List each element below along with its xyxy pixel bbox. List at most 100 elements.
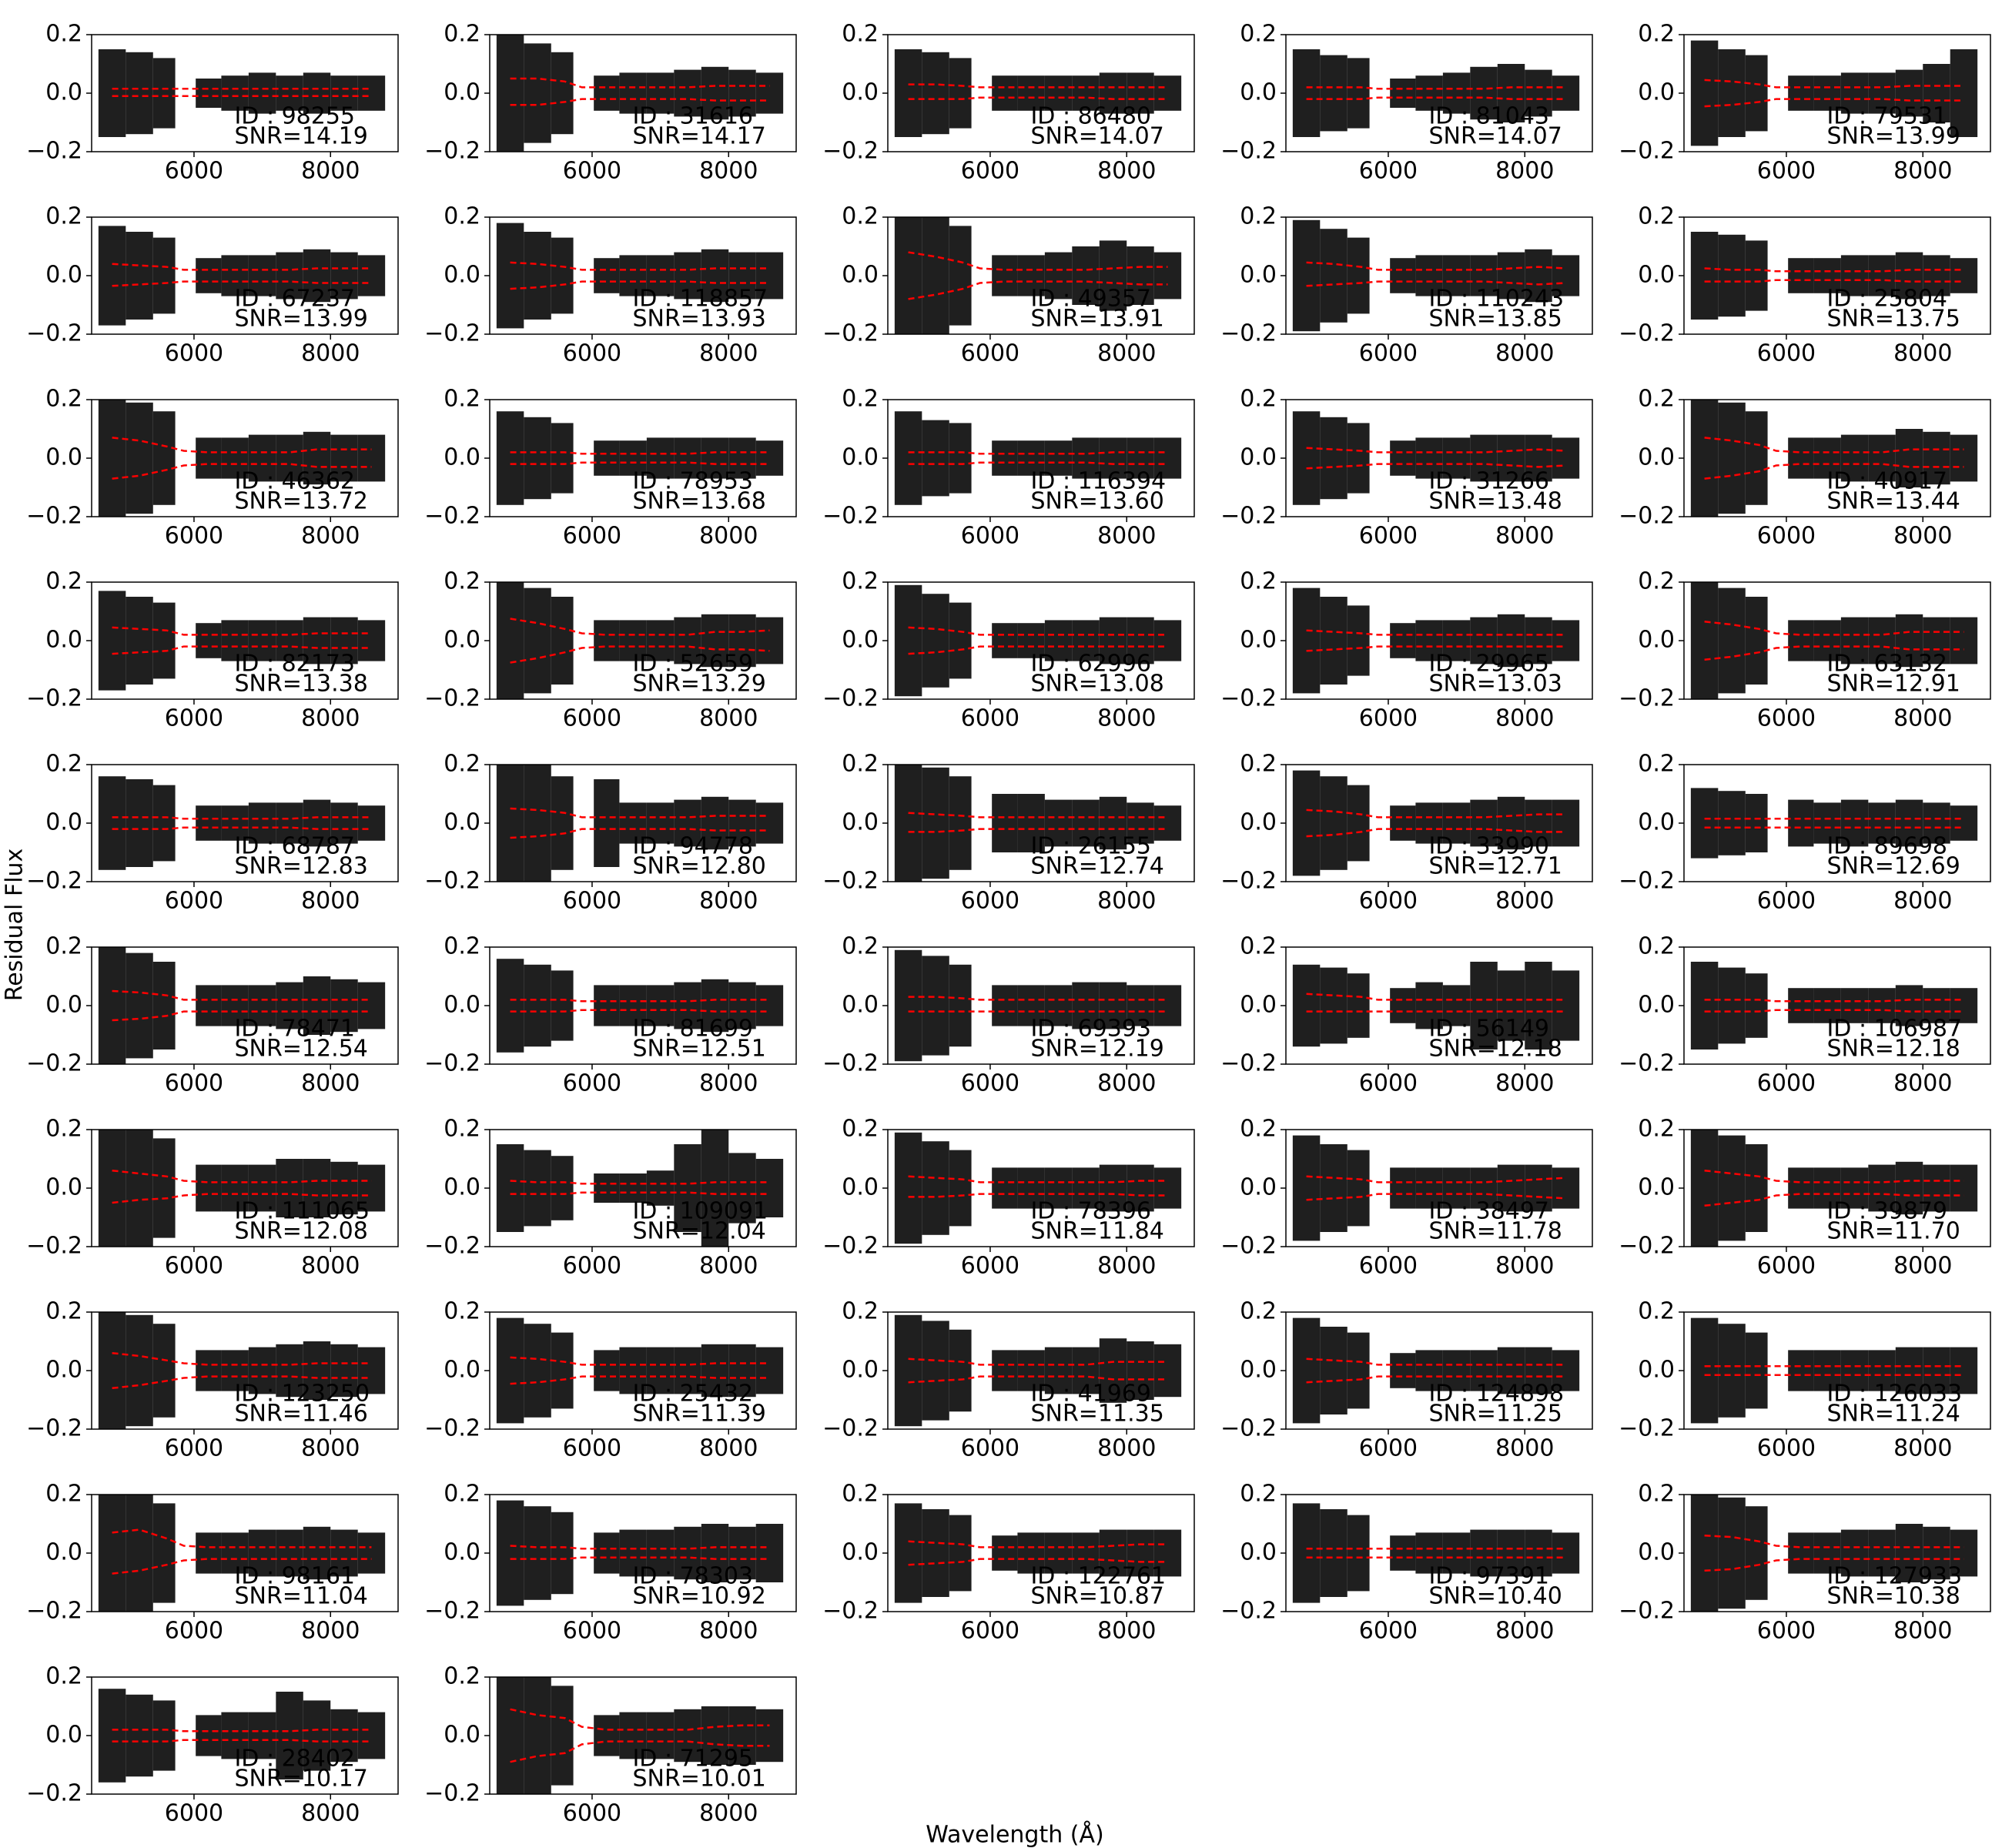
- x-tick-label: 6000: [1359, 523, 1418, 550]
- annotation: SNR=13.93: [632, 306, 765, 333]
- sigma-line: [112, 626, 372, 636]
- y-tick-label: 0.0: [444, 809, 480, 836]
- annotation: ID : 106987: [1826, 1016, 1962, 1043]
- x-tick-label: 6000: [165, 523, 223, 550]
- sigma-line: [908, 1540, 1168, 1548]
- residual-block: [1390, 623, 1416, 658]
- residual-block: [1044, 985, 1073, 1026]
- residual-block: [949, 226, 972, 326]
- y-tick-label: 0.0: [1638, 79, 1675, 106]
- y-tick-label: 0.0: [842, 1357, 879, 1384]
- residual-block: [303, 1700, 331, 1771]
- residual-block: [619, 1347, 647, 1394]
- y-tick-label: 0.2: [444, 568, 480, 595]
- residual-block: [755, 985, 784, 1026]
- plot-area: [1292, 49, 1580, 137]
- annotation: SNR=11.24: [1826, 1401, 1960, 1428]
- residual-block: [152, 962, 176, 1050]
- residual-block: [701, 1706, 729, 1765]
- residual-block: [524, 232, 551, 320]
- residual-block: [1153, 1529, 1182, 1577]
- residual-block: [1470, 962, 1498, 1050]
- annotation: SNR=13.44: [1826, 488, 1960, 515]
- residual-block: [619, 1173, 647, 1203]
- y-tick-label: 0.2: [444, 1663, 480, 1690]
- annotation: ID : 111065: [234, 1198, 370, 1225]
- residual-block: [646, 437, 675, 479]
- residual-block: [1072, 620, 1100, 661]
- residual-block: [303, 431, 331, 485]
- residual-block: [98, 1495, 126, 1612]
- annotation: ID : 81699: [632, 1016, 753, 1043]
- x-tick-label: 8000: [1097, 523, 1156, 550]
- y-tick-label: 0.0: [444, 1357, 480, 1384]
- y-tick-label: 0.0: [1638, 809, 1675, 836]
- sigma-line: [1306, 86, 1566, 90]
- residual-block: [330, 434, 358, 482]
- annotation: ID : 33990: [1428, 833, 1549, 860]
- plot-area: [98, 1689, 386, 1783]
- residual-block: [126, 779, 153, 867]
- annotation: SNR=11.35: [1030, 1401, 1163, 1428]
- residual-block: [1923, 1164, 1950, 1212]
- y-tick-label: 0.0: [45, 992, 82, 1019]
- residual-block: [196, 1164, 222, 1212]
- plot-area: [1690, 582, 1978, 699]
- x-tick-label: 8000: [1893, 1435, 1952, 1462]
- residual-block: [303, 249, 331, 303]
- residual-block: [646, 255, 675, 296]
- x-tick-label: 8000: [301, 888, 360, 915]
- plot-area: [894, 217, 1182, 334]
- residual-block: [894, 584, 922, 697]
- residual-block: [1044, 1532, 1073, 1574]
- residual-block: [524, 1150, 551, 1227]
- residual-block: [276, 802, 303, 844]
- residual-block: [1127, 985, 1154, 1026]
- residual-block: [1347, 973, 1370, 1038]
- residual-block: [1868, 255, 1896, 296]
- sigma-line: [1306, 828, 1566, 838]
- plot-area: [1690, 40, 1978, 146]
- residual-block: [330, 1344, 358, 1398]
- residual-block: [330, 1709, 358, 1763]
- annotation: SNR=10.40: [1428, 1583, 1562, 1610]
- sigma-line: [510, 1375, 770, 1385]
- residual-block: [221, 1532, 249, 1574]
- residual-block: [1813, 258, 1841, 293]
- residual-block: [1788, 1532, 1814, 1574]
- annotation: ID : 82173: [234, 651, 355, 678]
- x-tick-label: 6000: [1359, 1435, 1418, 1462]
- x-tick-label: 6000: [165, 158, 223, 185]
- y-tick-label: −0.2: [822, 1598, 879, 1625]
- residual-block: [1813, 437, 1841, 479]
- residual-block: [755, 1524, 784, 1582]
- residual-block: [1868, 1164, 1896, 1212]
- x-tick-label: 8000: [1893, 705, 1952, 732]
- residual-block: [1099, 617, 1127, 665]
- x-tick-label: 8000: [1495, 888, 1554, 915]
- residual-block: [1072, 437, 1100, 479]
- residual-block: [1497, 1347, 1525, 1394]
- x-tick-label: 8000: [1495, 1435, 1554, 1462]
- residual-block: [152, 785, 176, 862]
- residual-block: [1788, 1350, 1814, 1391]
- residual-block: [1923, 64, 1950, 122]
- y-tick-label: 0.2: [842, 21, 879, 48]
- residual-block: [303, 617, 331, 665]
- x-tick-label: 8000: [699, 1435, 758, 1462]
- y-tick-label: −0.2: [424, 503, 480, 530]
- x-tick-label: 6000: [1757, 1070, 1816, 1097]
- residual-block: [594, 1715, 620, 1756]
- y-tick-label: 0.0: [842, 79, 879, 106]
- y-tick-label: −0.2: [1619, 685, 1675, 712]
- y-tick-label: 0.0: [1240, 1174, 1277, 1201]
